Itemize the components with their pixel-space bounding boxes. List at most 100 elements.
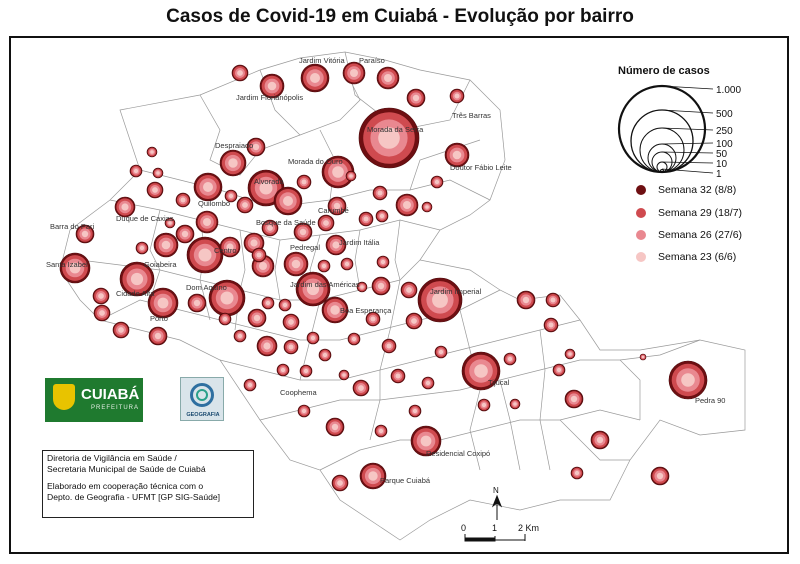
case-bubble — [358, 107, 420, 169]
case-bubble — [59, 252, 91, 284]
case-bubble — [256, 335, 278, 357]
case-bubble — [317, 259, 331, 273]
credits-box: Diretoria de Vigilância em Saúde / Secre… — [42, 450, 254, 518]
size-legend: 1.000 500 250 100 50 10 1 — [617, 84, 741, 180]
week-23-swatch — [636, 252, 646, 262]
case-bubble — [461, 351, 501, 391]
week-29-swatch — [636, 208, 646, 218]
label-quilombo: Quilombo — [198, 199, 230, 208]
case-bubble — [93, 304, 111, 322]
case-bubble — [193, 172, 223, 202]
label-doutor-fabio-leite: Doutor Fábio Leite — [450, 163, 512, 172]
case-bubble — [164, 217, 176, 229]
label-jardim-italia: Jardim Itália — [339, 238, 380, 247]
case-bubble — [283, 251, 309, 277]
label-dom-aquino: Dom Aquino — [186, 283, 227, 292]
case-bubble — [261, 219, 279, 237]
case-bubble — [543, 317, 559, 333]
case-bubble — [421, 201, 433, 213]
case-bubble — [434, 345, 448, 359]
week-26-swatch — [636, 230, 646, 240]
case-bubble — [146, 181, 164, 199]
case-bubble — [297, 404, 311, 418]
case-bubble — [296, 174, 312, 190]
label-tijucal: Tijucal — [488, 378, 510, 387]
label-jardim-imperial: Jardim Imperial — [430, 287, 482, 296]
size-circle-250 — [639, 127, 685, 173]
globe-icon — [190, 383, 214, 407]
case-bubble — [187, 293, 207, 313]
label-tres-barras: Três Barras — [452, 111, 491, 120]
case-bubble — [251, 247, 267, 263]
case-bubble — [92, 287, 110, 305]
label-coophema: Coophema — [280, 388, 318, 397]
map-canvas: Jardim Vitória Paraíso Jardim Florianópo… — [46, 51, 746, 542]
scale-bar — [464, 494, 526, 542]
case-bubble — [331, 474, 349, 492]
week-26-label: Semana 26 (27/6) — [658, 229, 743, 241]
north-label: N — [493, 486, 499, 495]
case-bubble — [639, 353, 647, 361]
case-bubble — [590, 430, 610, 450]
size-label-50: 50 — [716, 149, 728, 160]
label-cidade-alta: Cidade Alta — [116, 289, 155, 298]
size-label-250: 250 — [716, 126, 733, 137]
case-bubble — [278, 298, 292, 312]
case-bubble — [338, 369, 350, 381]
case-bubble — [175, 192, 191, 208]
credit-line-3: Elaborado em cooperação técnica com o — [47, 481, 204, 492]
week-29-label: Semana 29 (18/7) — [658, 207, 743, 219]
case-bubble — [430, 175, 444, 189]
scale-label-0: 0 — [461, 523, 467, 533]
size-label-10: 10 — [716, 159, 728, 170]
label-residencial-coxipo: Residencial Coxipó — [426, 449, 490, 458]
case-bubble — [231, 64, 249, 82]
case-bubble — [503, 352, 517, 366]
label-jardim-vitoria: Jardim Vitória — [299, 56, 346, 65]
label-barra-do-pari: Barra do Pari — [50, 222, 95, 231]
case-bubble — [247, 169, 285, 207]
case-bubble — [421, 376, 435, 390]
size-label-1: 1 — [716, 169, 722, 180]
case-bubble — [146, 146, 158, 158]
case-bubble — [405, 312, 423, 330]
case-bubble — [342, 61, 366, 85]
case-bubble — [340, 257, 354, 271]
case-bubble — [233, 329, 247, 343]
case-bubble — [417, 277, 463, 323]
case-bubble — [408, 404, 422, 418]
case-bubble — [75, 224, 95, 244]
label-santa-izabel: Santa Izabel — [46, 260, 88, 269]
case-bubble — [444, 142, 470, 168]
case-bubble — [545, 292, 561, 308]
size-label-1000: 1.000 — [716, 85, 741, 96]
label-parque-cuiaba: Parque Cuiabá — [380, 476, 431, 485]
case-bubble — [276, 363, 290, 377]
case-bubble — [650, 466, 670, 486]
case-bubble — [564, 389, 584, 409]
case-bubble — [219, 236, 241, 258]
label-jardim-das-americas: Jardim das Américas — [290, 280, 360, 289]
case-bubble — [186, 236, 224, 274]
label-jardim-florianopolis: Jardim Florianópolis — [236, 93, 303, 102]
case-bubble — [327, 196, 347, 216]
case-bubble — [236, 196, 254, 214]
case-bubble — [129, 164, 143, 178]
label-paraiso: Paraíso — [359, 56, 385, 65]
case-bubble — [477, 398, 491, 412]
case-bubble — [325, 417, 345, 437]
scale-label-2: 2 Km — [518, 523, 540, 533]
case-bubble — [247, 308, 267, 328]
case-bubble — [261, 296, 275, 310]
logo-cuiaba-sub: PREFEITURA — [91, 405, 140, 411]
case-bubble — [668, 360, 708, 400]
case-bubble — [306, 331, 320, 345]
prefeitura-cuiaba-logo: CUIABÁ PREFEITURA — [45, 378, 143, 422]
case-bubble — [359, 462, 387, 490]
case-bubble — [376, 66, 400, 90]
case-bubble — [318, 348, 332, 362]
case-bubble — [299, 364, 313, 378]
case-bubble — [219, 149, 247, 177]
size-circle-1 — [660, 169, 664, 173]
scale-label-1: 1 — [492, 523, 498, 533]
